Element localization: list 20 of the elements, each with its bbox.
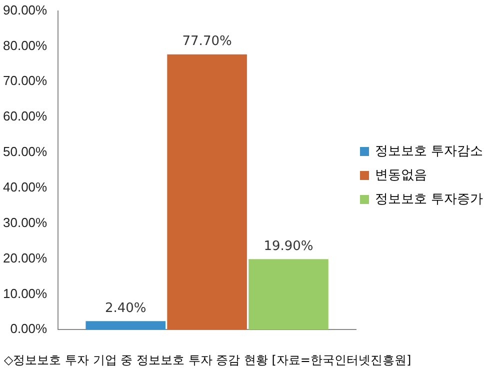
- y-tick-label: 50.00%: [2, 144, 48, 160]
- data-label: 19.90%: [264, 238, 314, 254]
- legend-label: 정보보호 투자증가: [375, 191, 484, 208]
- y-tick-label: 10.00%: [2, 286, 48, 301]
- data-label: 77.70%: [182, 34, 232, 50]
- text: ◇정보보호 투자 기업 중 정보보호 투자 증감 현황 [자료=한국인터넷진흥원]: [3, 352, 412, 369]
- y-tick-label: 30.00%: [2, 214, 48, 230]
- y-tick-label: 90.00%: [2, 2, 48, 18]
- bar: [167, 54, 247, 330]
- bar: [248, 259, 328, 330]
- y-tick-label: 70.00%: [2, 73, 48, 88]
- bar: [86, 321, 166, 330]
- y-tick-label: 0.00%: [10, 321, 48, 336]
- legend-label: 변동없음: [375, 167, 427, 184]
- y-tick-label: 80.00%: [2, 38, 48, 53]
- data-label: 2.40%: [104, 300, 146, 316]
- y-tick-label: 20.00%: [2, 250, 48, 266]
- y-tick-label: 60.00%: [2, 108, 48, 124]
- legend-label: 정보보호 투자감소: [375, 143, 484, 160]
- y-tick-label: 40.00%: [2, 179, 48, 194]
